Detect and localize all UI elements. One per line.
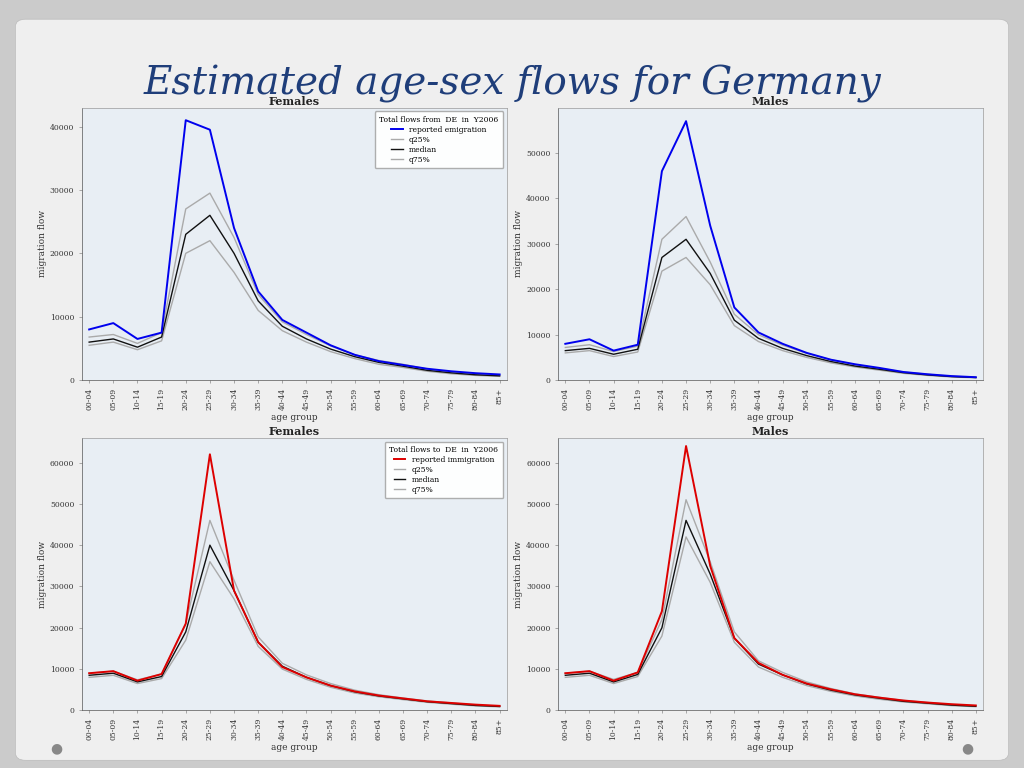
- X-axis label: age group: age group: [271, 413, 317, 422]
- Text: ●: ●: [50, 742, 62, 756]
- Y-axis label: migration flow: migration flow: [38, 210, 47, 277]
- Legend: reported immigration, q25%, median, q75%: reported immigration, q25%, median, q75%: [385, 442, 503, 498]
- Title: Males: Males: [752, 426, 790, 437]
- Title: Males: Males: [752, 96, 790, 107]
- Y-axis label: migration flow: migration flow: [514, 541, 523, 607]
- Y-axis label: migration flow: migration flow: [514, 210, 523, 277]
- Text: Estimated age-sex flows for Germany: Estimated age-sex flows for Germany: [143, 65, 881, 103]
- X-axis label: age group: age group: [748, 413, 794, 422]
- X-axis label: age group: age group: [271, 743, 317, 752]
- X-axis label: age group: age group: [748, 743, 794, 752]
- Title: Females: Females: [269, 96, 319, 107]
- Legend: reported emigration, q25%, median, q75%: reported emigration, q25%, median, q75%: [375, 111, 503, 168]
- Y-axis label: migration flow: migration flow: [38, 541, 47, 607]
- Title: Females: Females: [269, 426, 319, 437]
- Text: ●: ●: [962, 742, 974, 756]
